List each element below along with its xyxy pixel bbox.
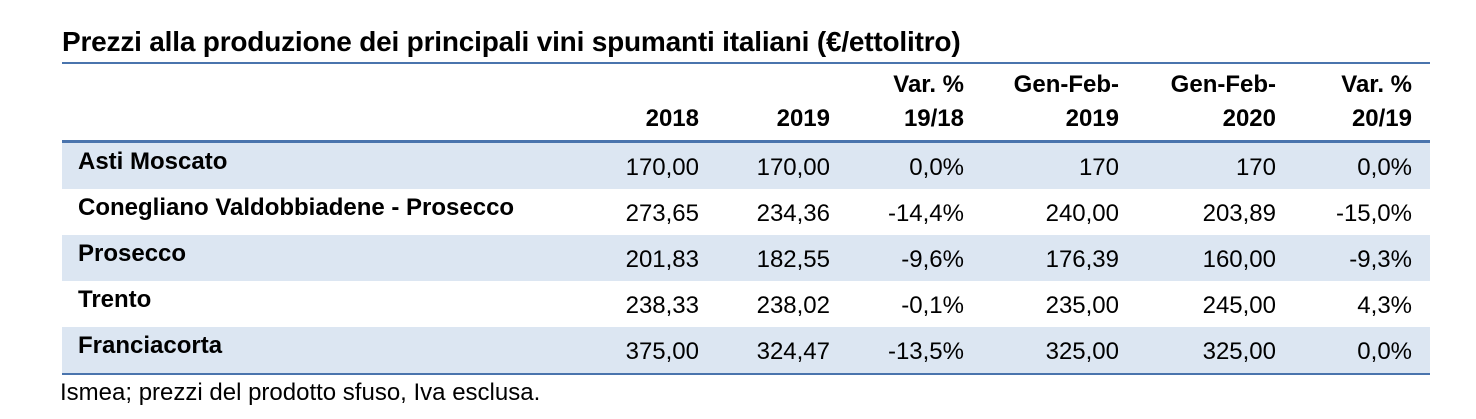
header-line1: Var. % — [893, 71, 964, 98]
cell-value: 203,89 — [1202, 200, 1276, 227]
row-name: Conegliano Valdobbiadene - Prosecco — [78, 194, 515, 221]
cell-value: 238,02 — [756, 292, 830, 319]
cell-value: 170,00 — [625, 154, 699, 181]
table-header-row: 2018 2019 Var. % 19/18 Gen-Feb- 2019 Gen… — [62, 64, 1430, 143]
cell-value: 0,0% — [909, 154, 964, 181]
header-line1: Var. % — [1341, 71, 1412, 98]
source-note: Ismea; prezzi del prodotto sfuso, Iva es… — [60, 379, 541, 406]
cell-value: 325,00 — [1202, 338, 1276, 365]
table-row: Conegliano Valdobbiadene - Prosecco 273,… — [62, 189, 1430, 235]
header-line2: 20/19 — [1351, 105, 1412, 132]
header-var-19-18: Var. % 19/18 — [834, 64, 968, 140]
cell-value: 324,47 — [756, 338, 830, 365]
header-2019: 2019 — [703, 64, 834, 140]
header-line1: Gen-Feb- — [1170, 71, 1276, 98]
table-row: Franciacorta 375,00 324,47 -13,5% 325,00… — [62, 327, 1430, 373]
cell-value: 240,00 — [1045, 200, 1119, 227]
header-line2: 2020 — [1222, 105, 1276, 132]
cell-value: 375,00 — [625, 338, 699, 365]
cell-value: -9,6% — [901, 246, 964, 273]
cell-value: -14,4% — [887, 200, 964, 227]
cell-value: 245,00 — [1202, 292, 1276, 319]
cell-value: 234,36 — [756, 200, 830, 227]
cell-value: 4,3% — [1357, 292, 1412, 319]
row-name: Trento — [78, 286, 152, 313]
cell-value: 238,33 — [625, 292, 699, 319]
cell-value: 201,83 — [625, 246, 699, 273]
row-name: Franciacorta — [78, 332, 223, 359]
header-line2: 2019 — [776, 105, 830, 132]
cell-value: 0,0% — [1357, 154, 1412, 181]
header-var-20-19: Var. % 20/19 — [1280, 64, 1416, 140]
header-gen-feb-2020: Gen-Feb- 2020 — [1123, 64, 1280, 140]
cell-value: -13,5% — [887, 338, 964, 365]
header-line2: 2019 — [1065, 105, 1119, 132]
cell-value: 170 — [1078, 154, 1119, 181]
cell-value: 160,00 — [1202, 246, 1276, 273]
header-2018: 2018 — [580, 64, 703, 140]
header-line2: 19/18 — [903, 105, 964, 132]
header-line1 — [580, 68, 699, 102]
cell-value: 273,65 — [625, 200, 699, 227]
row-name: Prosecco — [78, 240, 187, 267]
header-name-cell — [62, 64, 580, 140]
cell-value: 170,00 — [756, 154, 830, 181]
price-table-container: Prezzi alla produzione dei principali vi… — [60, 22, 1430, 409]
cell-value: 170 — [1235, 154, 1276, 181]
header-line2: 2018 — [645, 105, 699, 132]
table-row: Prosecco 201,83 182,55 -9,6% 176,39 160,… — [62, 235, 1430, 281]
cell-value: -9,3% — [1349, 246, 1412, 273]
bottom-rule — [62, 373, 1430, 375]
table-row: Asti Moscato 170,00 170,00 0,0% 170 170 … — [62, 143, 1430, 189]
cell-value: -0,1% — [901, 292, 964, 319]
cell-value: 325,00 — [1045, 338, 1119, 365]
cell-value: -15,0% — [1335, 200, 1412, 227]
cell-value: 182,55 — [756, 246, 830, 273]
cell-value: 176,39 — [1045, 246, 1119, 273]
row-name: Asti Moscato — [78, 148, 228, 175]
table-title: Prezzi alla produzione dei principali vi… — [62, 26, 961, 57]
cell-value: 235,00 — [1045, 292, 1119, 319]
cell-value: 0,0% — [1357, 338, 1412, 365]
header-gen-feb-2019: Gen-Feb- 2019 — [968, 64, 1123, 140]
table-row: Trento 238,33 238,02 -0,1% 235,00 245,00… — [62, 281, 1430, 327]
top-rule — [62, 62, 1430, 64]
header-line1: Gen-Feb- — [1013, 71, 1119, 98]
header-line1 — [703, 68, 830, 102]
